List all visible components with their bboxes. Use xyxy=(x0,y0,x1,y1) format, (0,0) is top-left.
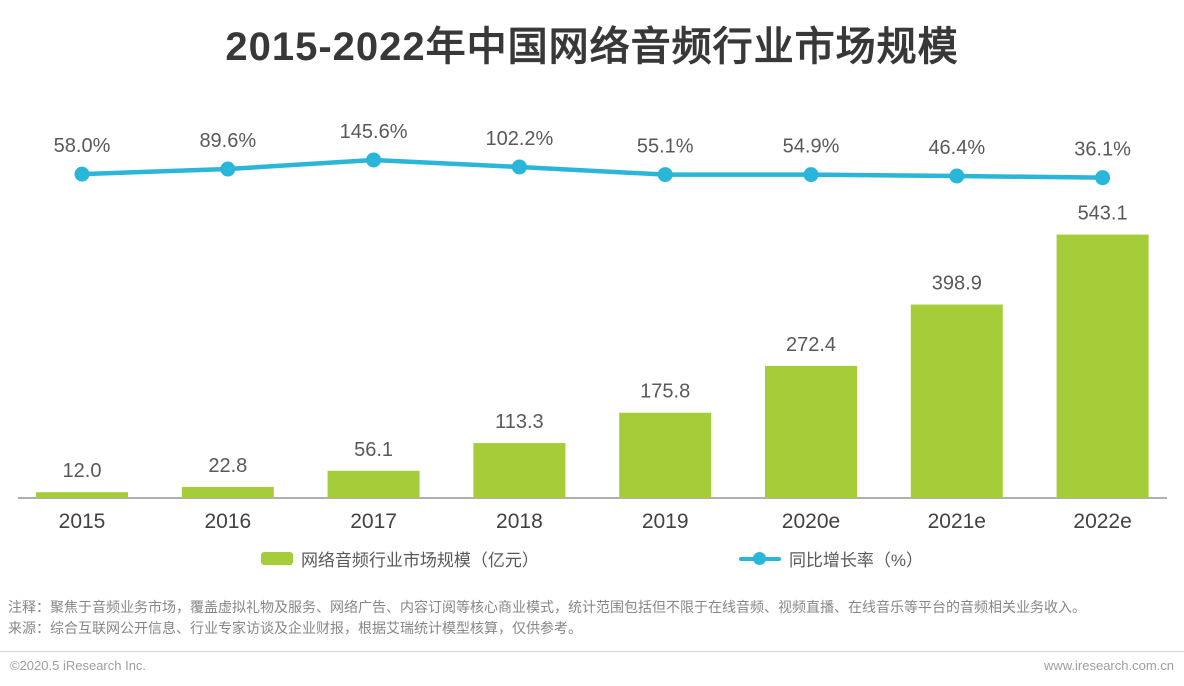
bar-2018 xyxy=(473,443,566,498)
x-tick-label-2021e: 2021e xyxy=(928,510,986,533)
x-tick-label-2017: 2017 xyxy=(350,510,397,533)
bar-2020e xyxy=(765,365,857,498)
growth-rate-label-2022e: 36.1% xyxy=(1074,139,1131,161)
growth-point-2021e xyxy=(949,168,965,184)
note-source: 来源：综合互联网公开信息、行业专家访谈及企业财报，根据艾瑞统计模型核算，仅供参考… xyxy=(8,620,582,636)
growth-rate-label-2018: 102.2% xyxy=(485,128,553,150)
legend-market-size-label: 网络音频行业市场规模（亿元） xyxy=(300,551,539,570)
growth-rate-label-2015: 58.0% xyxy=(54,135,111,157)
bar-value-label-2018: 113.3 xyxy=(495,411,544,433)
line-swatch-dot xyxy=(752,552,766,565)
line-swatch-icon xyxy=(738,552,781,565)
footer-website: www.iresearch.com.cn xyxy=(1043,658,1174,673)
x-tick-label-2015: 2015 xyxy=(59,510,106,533)
bar-value-label-2020e: 272.4 xyxy=(786,334,836,356)
note-annotation: 注释：聚焦于音频业务市场，覆盖虚拟礼物及服务、网络广告、内容订阅等核心商业模式，… xyxy=(8,599,1086,615)
bar-value-label-2022e: 543.1 xyxy=(1078,203,1128,225)
bar-2019 xyxy=(619,412,712,498)
bar-2016 xyxy=(181,486,274,498)
growth-rate-label-2017: 145.6% xyxy=(340,121,408,143)
bar-value-label-2019: 175.8 xyxy=(640,381,690,403)
growth-point-2016 xyxy=(220,161,236,177)
footer: ©2020.5 iResearch Inc. www.iresearch.com… xyxy=(10,658,1174,673)
legend-item-market-size: 网络音频行业市场规模（亿元） xyxy=(260,546,539,571)
legend-item-growth-rate: 同比增长率（%） xyxy=(738,546,924,571)
bar-value-label-2017: 56.1 xyxy=(354,439,393,461)
bar-2022e xyxy=(1056,234,1149,498)
footer-copyright: ©2020.5 iResearch Inc. xyxy=(10,658,147,673)
bar-swatch-icon xyxy=(260,552,293,565)
bar-2015 xyxy=(36,492,128,498)
bar-value-label-2021e: 398.9 xyxy=(932,273,982,295)
chart-title: 2015-2022年中国网络音频行业市场规模 xyxy=(225,25,959,69)
growth-rate-label-2020e: 54.9% xyxy=(783,136,840,158)
x-tick-label-2018: 2018 xyxy=(496,510,543,533)
bar-2017 xyxy=(327,470,420,498)
growth-point-2022e xyxy=(1095,170,1111,186)
growth-point-2019 xyxy=(657,167,673,183)
legend: 网络音频行业市场规模（亿元） 同比增长率（%） xyxy=(0,546,1184,571)
x-tick-label-2022e: 2022e xyxy=(1073,510,1131,533)
x-tick-label-2019: 2019 xyxy=(642,510,689,533)
bar-2021e xyxy=(910,304,1003,498)
notes-block: 注释：聚焦于音频业务市场，覆盖虚拟礼物及服务、网络广告、内容订阅等核心商业模式，… xyxy=(8,597,1176,639)
x-tick-label-2020e: 2020e xyxy=(782,510,840,533)
legend-growth-rate-label: 同比增长率（%） xyxy=(788,551,924,570)
growth-point-2018 xyxy=(511,159,527,175)
x-tick-label-2016: 2016 xyxy=(204,510,251,533)
growth-point-2015 xyxy=(74,166,90,182)
growth-rate-line xyxy=(79,157,1105,180)
growth-point-2017 xyxy=(366,152,382,168)
bar-value-label-2016: 22.8 xyxy=(208,455,247,477)
growth-point-2020e xyxy=(803,167,819,183)
growth-rate-label-2021e: 46.4% xyxy=(928,137,985,159)
growth-rate-label-2019: 55.1% xyxy=(637,136,694,158)
growth-rate-label-2016: 89.6% xyxy=(199,130,256,152)
footer-divider xyxy=(0,651,1184,652)
bar-value-label-2015: 12.0 xyxy=(63,460,102,482)
chart-svg: 12.0 22.8 56.1 113.3 175.8 272.4 398.9 543.1 58.… xyxy=(18,121,1167,533)
